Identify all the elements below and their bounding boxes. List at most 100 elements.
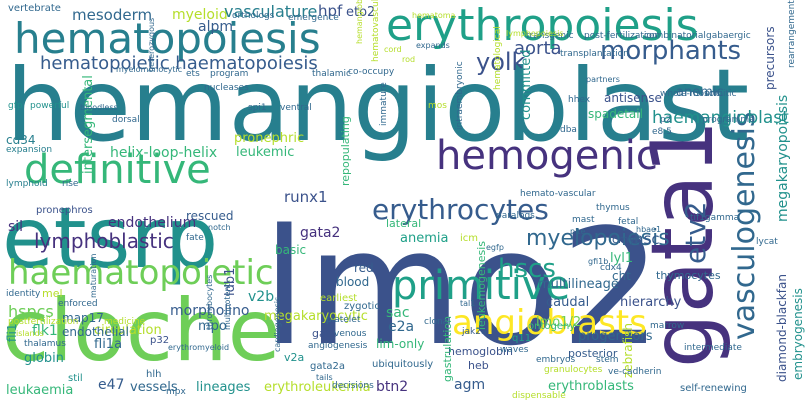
word-ontogeny: ontogeny bbox=[528, 321, 576, 332]
word-cloche: cloche bbox=[2, 281, 281, 381]
word-p2: p2 bbox=[660, 115, 672, 125]
word-diamond-blackfan: diamond-blackfan bbox=[775, 274, 789, 382]
word-whole-mount: whole-mount bbox=[660, 89, 720, 99]
word-expands: expands bbox=[416, 41, 450, 50]
word-embryogenesis: embryogenesis bbox=[791, 288, 805, 380]
word-blood: blood bbox=[336, 275, 370, 289]
word-ve-cadherin: ve-cadherin bbox=[608, 367, 662, 377]
word-hlh: hlh bbox=[146, 369, 162, 380]
word-dorsal: dorsal bbox=[112, 115, 140, 125]
word-hierarchy: hierarchy bbox=[620, 295, 682, 310]
word-nucleases: nucleases bbox=[204, 83, 249, 93]
word-mos: mos bbox=[428, 101, 447, 111]
word-myeloid: myeloid bbox=[172, 7, 228, 23]
word-gfp: gfp bbox=[8, 101, 23, 111]
word-gfi1b: gfi1b bbox=[588, 257, 609, 266]
word-jak2a: jak2a bbox=[462, 327, 487, 337]
word-hematopoietic-haematopoiesis: hematopoietic haematopoiesis bbox=[40, 53, 318, 74]
word-cmyb: cmyb bbox=[612, 233, 643, 246]
word-granulocytes: granulocytes bbox=[544, 365, 603, 375]
word-erythrocytes: erythrocytes bbox=[372, 193, 549, 226]
word-vessels: vessels bbox=[130, 380, 178, 395]
word-hbae1: hbae1 bbox=[636, 225, 662, 234]
word-lineages: lineages bbox=[196, 380, 251, 395]
word-yolk: yolk bbox=[476, 48, 526, 76]
word-p32: p32 bbox=[150, 335, 170, 346]
word-anemia: anemia bbox=[400, 231, 449, 246]
word-committed: committed bbox=[519, 49, 534, 120]
word-medicine: medicine bbox=[104, 317, 146, 327]
word-thrombocytes: thrombocytes bbox=[205, 274, 214, 330]
word-lymphoid: lymphoid bbox=[6, 179, 48, 189]
word-paralogs: paralogs bbox=[496, 211, 535, 221]
word-emergence: emergence bbox=[288, 13, 339, 23]
word-self-renewing: self-renewing bbox=[680, 383, 747, 394]
word-mel: mel bbox=[42, 287, 63, 300]
word-v2b: v2b bbox=[248, 289, 275, 305]
word-hematovascular: hematovascular bbox=[371, 0, 381, 62]
word-alpm: alpm bbox=[198, 19, 233, 35]
word-lmo1-2: lmo1/2 bbox=[536, 315, 582, 330]
word-thalamic: thalamic bbox=[312, 69, 351, 79]
word-haematopoietic: haematopoietic bbox=[8, 253, 274, 293]
word-morphants: morphants bbox=[600, 36, 742, 66]
word-dispensable: dispensable bbox=[512, 391, 566, 401]
word-icm: icm bbox=[460, 233, 479, 244]
word-agm: agm bbox=[454, 377, 486, 393]
word-fetal: fetal bbox=[618, 217, 639, 227]
word-endothelial: endothelial bbox=[62, 325, 129, 339]
word-intermediate: intermediate bbox=[684, 343, 742, 353]
word-myelomonocytic: myelomonocytic bbox=[116, 65, 183, 74]
word-eto2: eto2 bbox=[346, 5, 376, 20]
word-rescued: rescued bbox=[186, 209, 234, 223]
word-rearrangements: rearrangements bbox=[787, 0, 797, 68]
word-notch: notch bbox=[208, 223, 231, 232]
word-orthologs: orthologs bbox=[232, 11, 275, 21]
word-angiogenesis: angiogenesis bbox=[308, 341, 368, 351]
word-megakaryopoiesis: megakaryopoiesis bbox=[775, 94, 791, 222]
word-multipotent: multipotent bbox=[223, 283, 232, 330]
word-posterior: posterior bbox=[568, 347, 618, 360]
word-angioblasts: angioblasts bbox=[452, 303, 647, 343]
word-embryos: embryos bbox=[536, 355, 576, 365]
word-antisense: antisense bbox=[604, 91, 662, 105]
word-flk1: flk1 bbox=[32, 323, 58, 339]
word-vasculature: vasculature bbox=[224, 2, 318, 21]
word-programme: programme bbox=[702, 115, 755, 125]
word-gata: gata bbox=[312, 327, 337, 340]
word-lyl1: lyl1 bbox=[610, 251, 634, 266]
word-erythromyeloid: erythromyeloid bbox=[168, 343, 230, 352]
word-tails: tails bbox=[316, 373, 333, 382]
word-hscs: hscs bbox=[498, 254, 556, 284]
word-hematopoiesis: hematopoiesis bbox=[14, 14, 321, 63]
word-rise: rise bbox=[62, 179, 79, 189]
word-e8-5: e8.5 bbox=[652, 127, 672, 137]
word-basic: basic bbox=[275, 243, 307, 257]
word-hhex: hhex bbox=[568, 95, 591, 105]
word-primitive: primitive bbox=[392, 263, 571, 309]
word-somitic: somitic bbox=[704, 89, 737, 99]
word-lmo2: lmo2 bbox=[262, 194, 662, 381]
word-plte: plte bbox=[570, 227, 586, 236]
word-clonal: clonal bbox=[424, 317, 451, 327]
word-combinatorial: combinatorial bbox=[644, 31, 706, 41]
word-mast: mast bbox=[572, 215, 595, 225]
word-gabaergic: gabaergic bbox=[706, 31, 751, 41]
word-cht: cht bbox=[612, 269, 631, 283]
word-islands: islands bbox=[16, 329, 44, 338]
word-tif1gamma: tif1gamma bbox=[690, 213, 740, 223]
word-stil: stil bbox=[68, 373, 83, 384]
word-globin: globin bbox=[24, 351, 64, 366]
word-endothelium: endothelium bbox=[108, 215, 197, 231]
word-expansion: expansion bbox=[6, 145, 53, 155]
word-erythropoiesis: erythropoiesis bbox=[386, 0, 699, 51]
word-enforced: enforced bbox=[58, 299, 98, 309]
word-map17: map17 bbox=[62, 311, 104, 325]
word-venous: venous bbox=[334, 329, 367, 339]
word-sil: sil bbox=[8, 219, 24, 235]
word-hemangioblast: hemangioblast bbox=[6, 47, 750, 164]
word-hspcs: hspcs bbox=[8, 302, 54, 321]
word-lymphoblastic: lymphoblastic bbox=[34, 229, 174, 253]
word-progenitors: progenitors bbox=[578, 329, 653, 344]
